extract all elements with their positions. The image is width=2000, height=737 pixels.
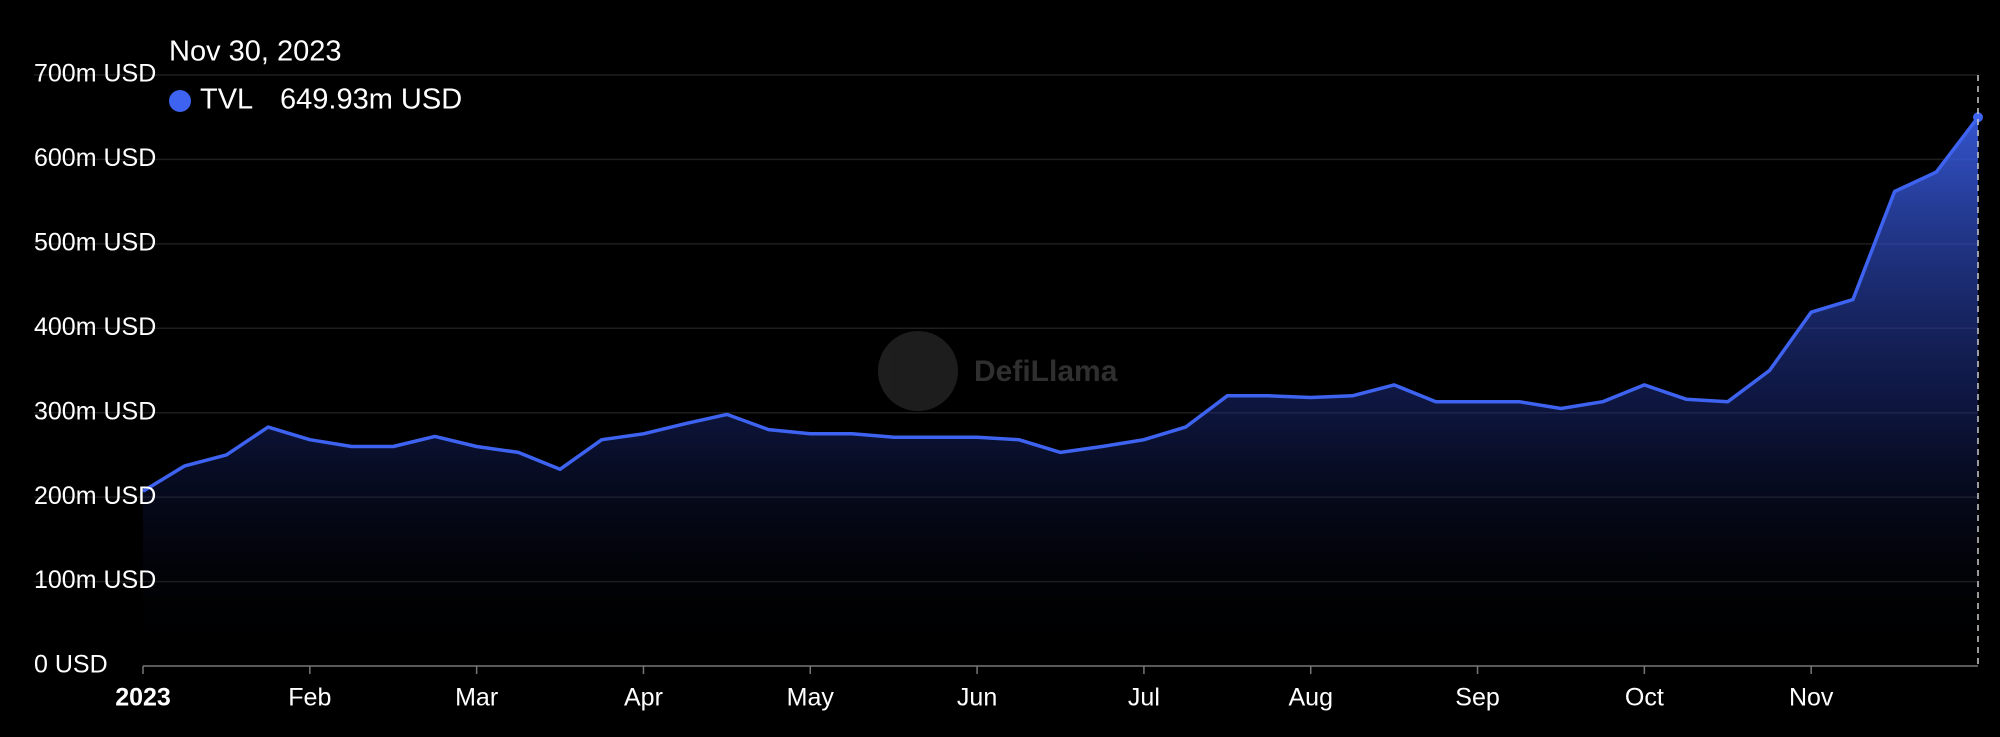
plot [142, 112, 1983, 667]
y-tick-label: 300m USD [34, 397, 156, 425]
x-tick-label: Jul [1128, 684, 1160, 712]
x-tick-label: Aug [1288, 684, 1332, 712]
watermark-logo [878, 331, 958, 411]
area [143, 117, 1978, 667]
x-tick-label: Oct [1625, 684, 1664, 712]
x-tick-label: Jun [957, 684, 997, 712]
x-axis: 0 USD 100m USD 200m USD 300m USD 400m USD 500… [34, 60, 1978, 712]
y-tick-label: 500m USD [34, 228, 156, 256]
tooltip-value: 649.93m USD [280, 84, 462, 116]
hover-point [1973, 112, 1983, 123]
x-tick-label: Sep [1455, 684, 1499, 712]
x-tick-label: Feb [288, 684, 331, 712]
x-tick-label: May [787, 684, 835, 712]
line [142, 116, 1980, 493]
y-tick-label: 200m USD [34, 482, 156, 510]
x-tick-label: Mar [455, 684, 498, 712]
y-tick-label: 100m USD [34, 566, 156, 594]
tooltip-date: Nov 30, 2023 [169, 36, 342, 68]
watermark: DefiLlama [974, 355, 1118, 388]
x-tick-label: Nov [1789, 684, 1834, 712]
tooltip-series: TVL [200, 84, 253, 116]
x-tick-label: 2023 [115, 684, 171, 712]
y-tick-label: 400m USD [34, 313, 156, 341]
tooltip-dot [169, 90, 191, 112]
watermark-group: DefiLlama [878, 331, 1118, 411]
y-tick-label: 0 USD [34, 651, 108, 679]
y-tick-label: 600m USD [34, 144, 156, 172]
y-tick-label: 700m USD [34, 60, 156, 88]
tooltip: Nov 30, 2023 TVL 649.93m USD [169, 36, 462, 116]
x-tick-label: Apr [624, 684, 663, 712]
